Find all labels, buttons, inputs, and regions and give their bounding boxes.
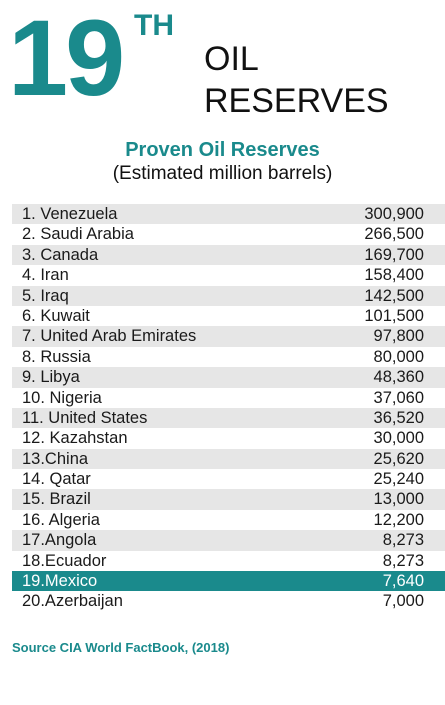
row-value: 300,900 xyxy=(364,205,424,223)
row-value: 37,060 xyxy=(373,388,424,407)
row-label: 4. Iran xyxy=(22,266,69,285)
row-value: 169,700 xyxy=(364,245,424,264)
table-row: 5. Iraq 142,500 xyxy=(12,285,445,306)
row-label: 13.China xyxy=(22,449,89,468)
row-value: 13,000 xyxy=(373,490,424,509)
row-value: 142,500 xyxy=(364,286,424,305)
table-row: 15. Brazil 13,000 xyxy=(12,489,445,510)
title-line-2: RESERVES xyxy=(204,82,389,120)
chart-title: Proven Oil Reserves xyxy=(125,139,320,161)
row-value: 8,273 xyxy=(382,531,424,550)
row-label: 18.Ecuador xyxy=(22,551,107,570)
page-title: OIL RESERVES xyxy=(204,38,389,122)
chart-subtitle: (Estimated million barrels) xyxy=(112,163,333,184)
row-label: 17.Angola xyxy=(22,531,97,550)
row-value: 80,000 xyxy=(373,347,424,366)
table-row: 7. United Arab Emirates 97,800 xyxy=(12,326,445,347)
row-label: 8. Russia xyxy=(22,347,91,366)
row-value: 25,240 xyxy=(373,470,424,489)
table-row: 1. Venezuela 300,900 xyxy=(12,204,445,225)
row-label: 15. Brazil xyxy=(22,490,91,509)
reserves-table: 1. Venezuela 300,900 2. Saudi Arabia 266,50… xyxy=(12,204,445,612)
row-label: 5. Iraq xyxy=(22,286,69,305)
table-row: 17.Angola 8,273 xyxy=(12,530,445,551)
row-label: 7. United Arab Emirates xyxy=(22,327,197,346)
row-value: 7,000 xyxy=(382,592,424,611)
table-row: 3. Canada 169,700 xyxy=(12,244,445,266)
table-row: 8. Russia 80,000 xyxy=(12,347,445,367)
row-label: 1. Venezuela xyxy=(22,205,118,223)
table-row: 13.China 25,620 xyxy=(12,448,445,470)
row-label: 10. Nigeria xyxy=(22,388,102,407)
title-line-1: OIL xyxy=(204,40,259,78)
row-value: 101,500 xyxy=(364,306,424,325)
table-row: 4. Iran 158,400 xyxy=(12,265,445,285)
table-row: 12. Kazahstan 30,000 xyxy=(12,428,445,448)
rank-suffix: TH xyxy=(134,9,174,42)
table-row: 19.Mexico 7,640 xyxy=(12,571,445,592)
table-row: 2. Saudi Arabia 266,500 xyxy=(12,224,445,244)
row-label: 9. Libya xyxy=(22,368,80,387)
row-label: 6. Kuwait xyxy=(22,306,90,325)
table-row: 11. United States 36,520 xyxy=(12,407,445,429)
row-value: 7,640 xyxy=(382,572,424,591)
table-row: 18.Ecuador 8,273 xyxy=(12,551,445,571)
table-row: 14. Qatar 25,240 xyxy=(12,469,445,489)
row-value: 12,200 xyxy=(373,510,424,529)
row-value: 30,000 xyxy=(373,429,424,448)
row-value: 158,400 xyxy=(364,266,424,285)
row-value: 97,800 xyxy=(373,327,424,346)
row-label: 3. Canada xyxy=(22,245,99,264)
table-row: 6. Kuwait 101,500 xyxy=(12,306,445,326)
table-row: 10. Nigeria 37,060 xyxy=(12,388,445,408)
row-label: 16. Algeria xyxy=(22,510,100,529)
table-row: 20.Azerbaijan 7,000 xyxy=(12,591,445,611)
row-value: 25,620 xyxy=(373,449,424,468)
row-value: 48,360 xyxy=(373,368,424,387)
table-row: 9. Libya 48,360 xyxy=(12,367,445,388)
row-label: 20.Azerbaijan xyxy=(22,592,123,611)
table-row: 16. Algeria 12,200 xyxy=(12,510,445,530)
source-note: Source CIA World FactBook, (2018) xyxy=(12,640,230,655)
rank-number: 19 xyxy=(8,0,125,118)
row-label: 2. Saudi Arabia xyxy=(22,225,134,244)
row-label: 12. Kazahstan xyxy=(22,429,128,448)
row-label: 14. Qatar xyxy=(22,470,91,489)
row-label: 11. United States xyxy=(22,408,148,427)
row-value: 8,273 xyxy=(382,551,424,570)
row-value: 36,520 xyxy=(373,408,424,427)
row-label: 19.Mexico xyxy=(22,572,98,591)
row-value: 266,500 xyxy=(364,225,424,244)
